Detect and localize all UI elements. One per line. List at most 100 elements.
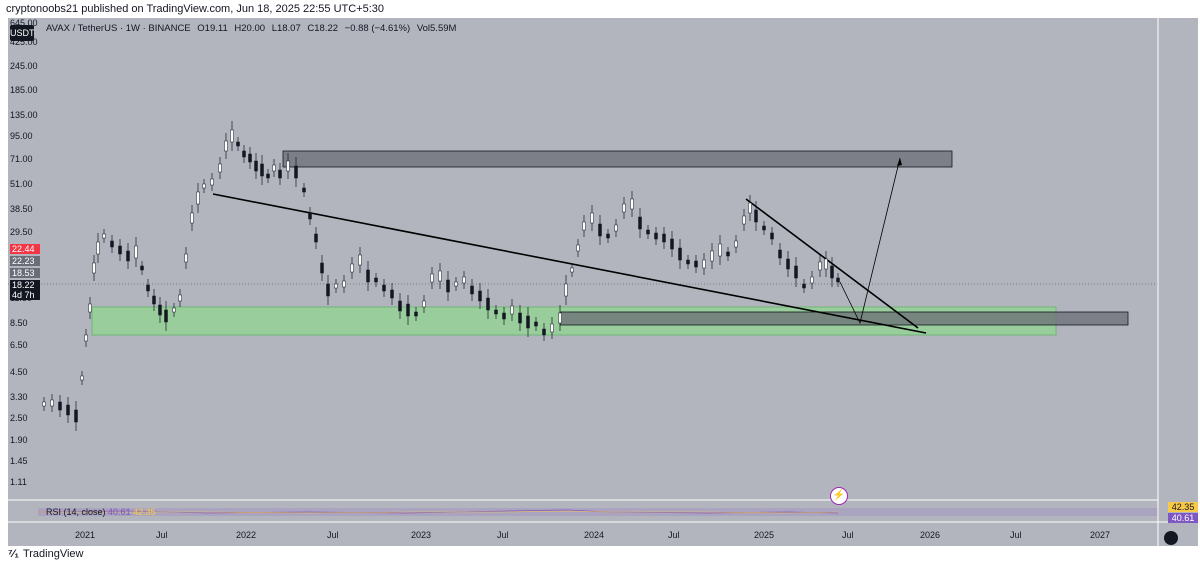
price-axis-label: 71.00 [10,154,33,164]
candle [778,249,782,259]
candle [294,165,298,179]
currency-badge[interactable]: USDT [10,25,35,41]
time-axis-label: Jul [668,530,680,540]
candle [164,309,168,323]
candle [278,169,282,179]
legend-close: C18.22 [307,23,339,34]
price-axis-label: 425.00 [10,37,38,47]
candle [414,311,418,317]
rsi-title[interactable]: RSI (14, close) [46,507,106,517]
tradingview-logo[interactable]: ⁷⁄₁ TradingView [8,548,83,560]
candle [818,261,822,271]
candle [558,312,562,324]
price-axis-label: 1.90 [10,435,28,445]
price-axis-label: 1.45 [10,456,28,466]
settings-icon[interactable] [1164,531,1178,545]
candle [726,251,730,257]
time-axis-label: 2021 [75,530,95,540]
candle [534,321,538,327]
tv-brand-text: TradingView [22,548,84,560]
candle [686,259,690,265]
candle [58,401,62,411]
countdown-tag: 4d 7h [10,290,40,300]
legend-symbol[interactable]: AVAX / TetherUS · 1W · BINANCE [46,23,191,34]
price-chart[interactable]: 645.00 425.00 245.00 185.00 135.00 95.00 71.00… [8,18,1198,546]
legend-low: L18.07 [271,23,301,34]
trendline-long [212,193,927,334]
price-axis-label: 645.00 [10,18,38,28]
candle [140,265,144,271]
candle [430,273,434,283]
candle [210,178,214,186]
candle [786,258,790,270]
candle [502,312,506,320]
rsi-legend: RSI (14, close) 40.61 42.35 [46,507,156,517]
resistance-box [282,150,953,168]
candle [550,323,554,333]
chart-area[interactable]: 645.00 425.00 245.00 185.00 135.00 95.00 71.00… [8,18,1198,546]
candle [526,315,530,329]
candle [638,216,642,230]
candle [374,277,378,283]
candle [350,263,354,273]
legend-open: O19.11 [197,23,228,34]
candle [694,260,698,268]
price-axis-label: 8.50 [10,318,28,328]
candle [486,297,490,311]
candle [598,223,602,237]
candle [494,309,498,315]
legend-change: −0.88 (−4.61%) [344,23,411,34]
candle [248,153,252,163]
candle [218,163,222,173]
legend-volume: Vol5.59M [416,23,457,34]
time-axis-label: Jul [156,530,168,540]
time-axis-label: Jul [497,530,509,540]
candle [118,245,122,255]
retest-box [559,311,1129,326]
candle [158,304,162,316]
candle [742,215,746,225]
candle [670,238,674,250]
price-tag-1: 22.44 [10,244,40,254]
candle [110,240,114,248]
candle [42,401,46,407]
candle [272,164,276,172]
price-axis-label: 95.00 [10,131,33,141]
price-tag-3: 18.53 [10,268,40,278]
price-axis-label: 51.00 [10,179,33,189]
price-axis-label: 1.11 [10,477,27,487]
price-axis-label: 2.50 [10,413,28,423]
candle [454,281,458,287]
candle [606,233,610,239]
time-axis-label: 2023 [411,530,431,540]
rsi-value-a: 40.61 [108,507,131,517]
candle [802,283,806,289]
candle [152,295,156,305]
candle [836,277,840,283]
candle [102,233,106,239]
candle [542,328,546,336]
candle [564,283,568,297]
candle [570,267,574,273]
projection-path [839,157,901,325]
candle [748,202,752,214]
candle [754,209,758,223]
time-axis-label: Jul [842,530,854,540]
candle [830,265,834,279]
candle [334,283,338,289]
candle [84,334,88,342]
lightning-icon[interactable]: ⚡ [830,487,848,505]
candle [518,312,522,324]
price-axis-label: 4.50 [10,367,28,377]
candle [810,276,814,284]
candle [320,262,324,274]
candle [678,247,682,261]
candle [662,233,666,243]
candle [224,140,228,152]
candle [654,232,658,240]
footer [0,546,1200,566]
candle [470,285,474,295]
candle [126,250,130,262]
rsi-line [37,509,839,514]
candle [702,259,706,269]
